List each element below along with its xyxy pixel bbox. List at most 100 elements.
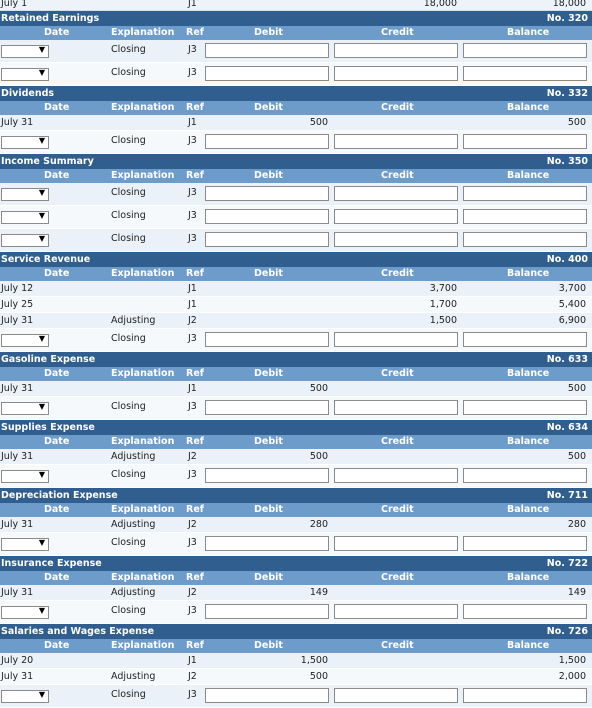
balance-input[interactable] — [463, 186, 587, 201]
balance-input[interactable] — [463, 66, 587, 81]
entry-debit: 280 — [309, 519, 328, 530]
date-select[interactable]: ▼ — [1, 690, 49, 703]
credit-input[interactable] — [334, 232, 458, 247]
debit-input[interactable] — [205, 209, 329, 224]
column-header-credit: Credit — [381, 268, 414, 279]
date-select[interactable]: ▼ — [1, 136, 49, 149]
debit-input[interactable] — [205, 186, 329, 201]
credit-input[interactable] — [334, 43, 458, 58]
balance-input[interactable] — [463, 536, 587, 551]
entry-date: July 31 — [1, 383, 34, 394]
balance-input[interactable] — [463, 468, 587, 483]
entry-ref: J1 — [188, 383, 197, 394]
credit-input[interactable] — [334, 400, 458, 415]
date-select[interactable]: ▼ — [1, 68, 49, 81]
debit-input[interactable] — [205, 232, 329, 247]
credit-input[interactable] — [334, 468, 458, 483]
credit-input[interactable] — [334, 332, 458, 347]
credit-input[interactable] — [334, 604, 458, 619]
debit-input[interactable] — [205, 604, 329, 619]
column-header-credit: Credit — [381, 504, 414, 515]
triangle-down-icon: ▼ — [38, 68, 45, 77]
entry-date: July 12 — [1, 283, 34, 294]
column-header-balance: Balance — [507, 102, 550, 113]
date-select[interactable]: ▼ — [1, 470, 49, 483]
date-select[interactable]: ▼ — [1, 211, 49, 224]
balance-input[interactable] — [463, 688, 587, 703]
column-header-debit: Debit — [254, 170, 283, 181]
debit-input[interactable] — [205, 400, 329, 415]
balance-input[interactable] — [463, 604, 587, 619]
column-header-explanation: Explanation — [111, 572, 175, 583]
column-header-balance: Balance — [507, 504, 550, 515]
date-select[interactable]: ▼ — [1, 45, 49, 58]
entry-balance: 280 — [567, 519, 586, 530]
ledger-entry-row: July 31 Adjusting J2 1,500 6,900 — [0, 313, 592, 329]
column-header-row: Date Explanation Ref Debit Credit Balance — [0, 639, 592, 653]
entry-ref: J2 — [188, 315, 197, 326]
entry-ref: J3 — [188, 605, 197, 616]
account-number: No. 711 — [546, 490, 588, 501]
entry-explanation: Closing — [111, 469, 146, 480]
balance-input[interactable] — [463, 332, 587, 347]
date-select[interactable]: ▼ — [1, 234, 49, 247]
debit-input[interactable] — [205, 332, 329, 347]
ledger-entry-row: July 25 J1 1,700 5,400 — [0, 297, 592, 313]
date-select[interactable]: ▼ — [1, 334, 49, 347]
balance-input[interactable] — [463, 232, 587, 247]
entry-credit: 1,500 — [429, 315, 457, 326]
triangle-down-icon: ▼ — [38, 136, 45, 145]
debit-input[interactable] — [205, 43, 329, 58]
entry-explanation: Adjusting — [111, 671, 156, 682]
ledger-entry-row: July 31 Adjusting J2 280 280 — [0, 517, 592, 533]
column-header-balance: Balance — [507, 27, 550, 38]
account-number: No. 350 — [546, 156, 588, 167]
column-header-date: Date — [44, 102, 70, 113]
column-header-explanation: Explanation — [111, 504, 175, 515]
column-header-date: Date — [44, 170, 70, 181]
entry-date: July 31 — [1, 519, 34, 530]
closing-entry-row: ▼ Closing J3 — [0, 465, 592, 488]
entry-balance: 500 — [567, 383, 586, 394]
entry-date: July 25 — [1, 299, 34, 310]
credit-input[interactable] — [334, 536, 458, 551]
account-section: Gasoline Expense No. 633 Date Explanation Re… — [0, 352, 592, 420]
date-select[interactable]: ▼ — [1, 538, 49, 551]
column-header-credit: Credit — [381, 102, 414, 113]
entry-ref: J1 — [188, 283, 197, 294]
date-select[interactable]: ▼ — [1, 402, 49, 415]
date-select[interactable]: ▼ — [1, 606, 49, 619]
balance-input[interactable] — [463, 43, 587, 58]
entry-ref: J2 — [188, 451, 197, 462]
column-header-credit: Credit — [381, 368, 414, 379]
credit-input[interactable] — [334, 66, 458, 81]
date-select[interactable]: ▼ — [1, 188, 49, 201]
entry-ref: J3 — [188, 401, 197, 412]
credit-input[interactable] — [334, 688, 458, 703]
balance-input[interactable] — [463, 134, 587, 149]
account-name: Gasoline Expense — [1, 354, 96, 365]
credit-input[interactable] — [334, 186, 458, 201]
credit-input[interactable] — [334, 134, 458, 149]
closing-entry-row: ▼ Closing J3 — [0, 206, 592, 229]
debit-input[interactable] — [205, 468, 329, 483]
column-header-row: Date Explanation Ref Debit Credit Balance — [0, 571, 592, 585]
debit-input[interactable] — [205, 66, 329, 81]
entry-ref: J3 — [188, 233, 197, 244]
entry-balance: 500 — [567, 451, 586, 462]
debit-input[interactable] — [205, 688, 329, 703]
column-header-debit: Debit — [254, 640, 283, 651]
entry-balance: 149 — [567, 587, 586, 598]
debit-input[interactable] — [205, 536, 329, 551]
debit-input[interactable] — [205, 134, 329, 149]
entry-ref: J2 — [188, 587, 197, 598]
entry-debit: 1,500 — [300, 655, 328, 666]
balance-input[interactable] — [463, 400, 587, 415]
column-header-ref: Ref — [186, 436, 204, 447]
balance-input[interactable] — [463, 209, 587, 224]
column-header-date: Date — [44, 572, 70, 583]
entry-explanation: Closing — [111, 233, 146, 244]
credit-input[interactable] — [334, 209, 458, 224]
entry-credit: 1,700 — [429, 299, 457, 310]
ledger-entry-row: July 31 J1 500 500 — [0, 115, 592, 131]
